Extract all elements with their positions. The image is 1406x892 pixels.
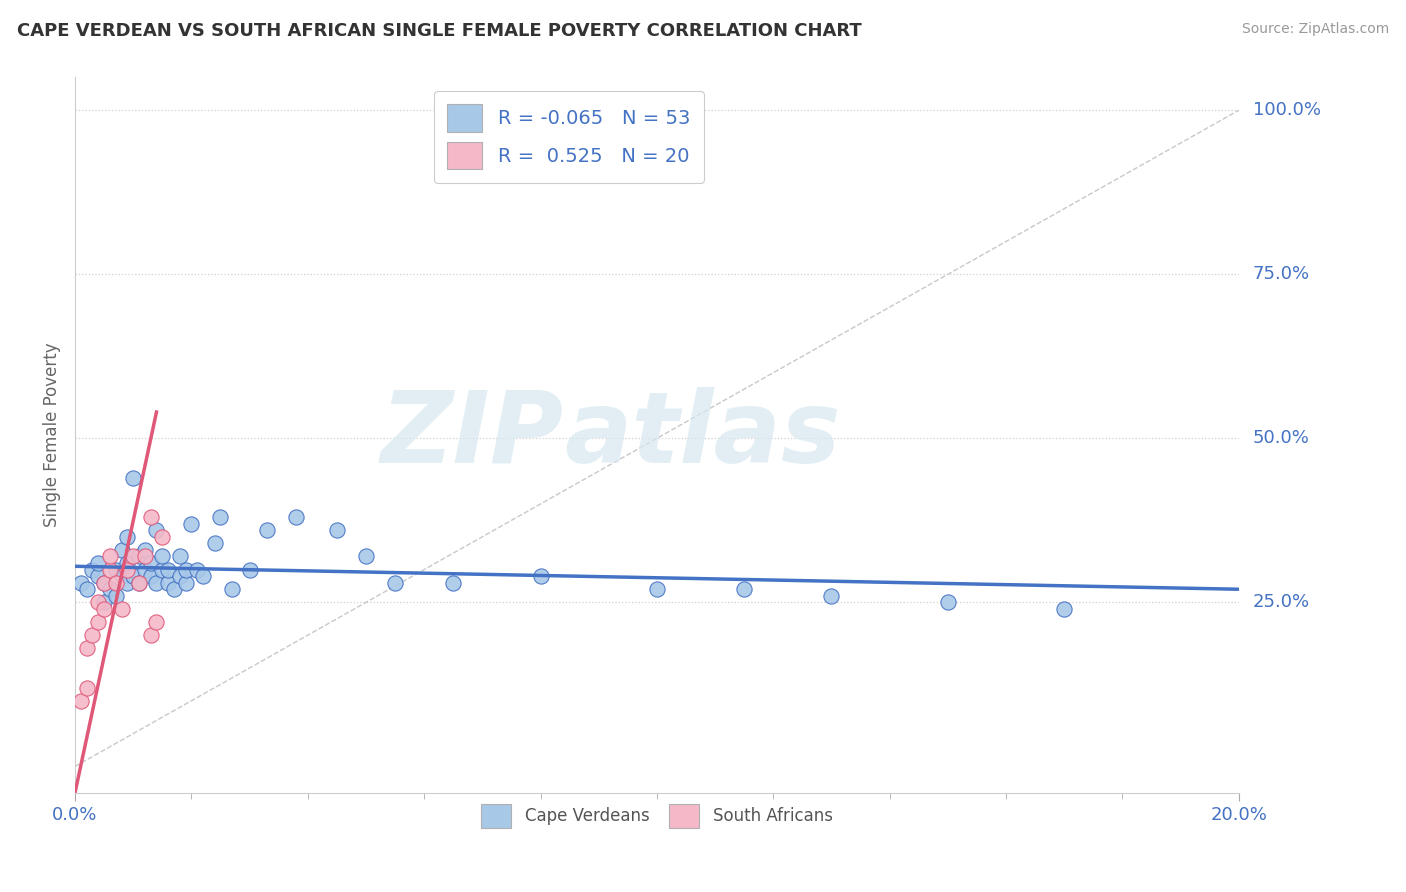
Text: 25.0%: 25.0% xyxy=(1253,593,1310,611)
Text: 75.0%: 75.0% xyxy=(1253,265,1310,284)
Point xyxy=(145,575,167,590)
Y-axis label: Single Female Poverty: Single Female Poverty xyxy=(44,343,60,527)
Point xyxy=(117,575,139,590)
Point xyxy=(87,556,110,570)
Point xyxy=(163,582,186,597)
Point xyxy=(150,563,173,577)
Point xyxy=(150,530,173,544)
Point xyxy=(733,582,755,597)
Point xyxy=(441,575,464,590)
Point xyxy=(93,575,115,590)
Point xyxy=(169,549,191,564)
Point xyxy=(104,575,127,590)
Point xyxy=(174,575,197,590)
Point xyxy=(122,549,145,564)
Point xyxy=(384,575,406,590)
Point xyxy=(145,523,167,537)
Point xyxy=(69,694,91,708)
Text: CAPE VERDEAN VS SOUTH AFRICAN SINGLE FEMALE POVERTY CORRELATION CHART: CAPE VERDEAN VS SOUTH AFRICAN SINGLE FEM… xyxy=(17,22,862,40)
Point xyxy=(134,549,156,564)
Point xyxy=(326,523,349,537)
Point xyxy=(110,569,132,583)
Point xyxy=(134,563,156,577)
Point xyxy=(936,595,959,609)
Point xyxy=(139,510,162,524)
Point xyxy=(93,595,115,609)
Point xyxy=(87,615,110,629)
Point xyxy=(139,569,162,583)
Point xyxy=(157,563,180,577)
Text: 100.0%: 100.0% xyxy=(1253,102,1320,120)
Point xyxy=(82,563,104,577)
Point xyxy=(1053,602,1076,616)
Point xyxy=(98,563,121,577)
Point xyxy=(128,575,150,590)
Point xyxy=(122,569,145,583)
Point xyxy=(134,542,156,557)
Point xyxy=(285,510,308,524)
Point xyxy=(93,575,115,590)
Point xyxy=(98,549,121,564)
Point xyxy=(145,615,167,629)
Point xyxy=(204,536,226,550)
Point xyxy=(169,569,191,583)
Point xyxy=(69,575,91,590)
Point xyxy=(93,602,115,616)
Text: Source: ZipAtlas.com: Source: ZipAtlas.com xyxy=(1241,22,1389,37)
Point xyxy=(122,471,145,485)
Text: ZIP: ZIP xyxy=(381,386,564,483)
Point xyxy=(98,582,121,597)
Point xyxy=(104,589,127,603)
Point xyxy=(180,516,202,531)
Point xyxy=(256,523,278,537)
Point xyxy=(82,628,104,642)
Point xyxy=(87,595,110,609)
Point xyxy=(76,641,98,656)
Text: atlas: atlas xyxy=(564,386,841,483)
Point xyxy=(87,569,110,583)
Point xyxy=(150,549,173,564)
Point xyxy=(239,563,262,577)
Legend: Cape Verdeans, South Africans: Cape Verdeans, South Africans xyxy=(475,797,839,834)
Point xyxy=(117,556,139,570)
Point xyxy=(104,563,127,577)
Point xyxy=(139,628,162,642)
Point xyxy=(529,569,551,583)
Point xyxy=(221,582,243,597)
Text: 50.0%: 50.0% xyxy=(1253,429,1309,447)
Point xyxy=(110,602,132,616)
Point xyxy=(76,681,98,695)
Point xyxy=(76,582,98,597)
Point xyxy=(209,510,232,524)
Point xyxy=(191,569,214,583)
Point xyxy=(645,582,668,597)
Point xyxy=(139,556,162,570)
Point xyxy=(174,563,197,577)
Point xyxy=(110,542,132,557)
Point xyxy=(117,530,139,544)
Point xyxy=(157,575,180,590)
Point xyxy=(186,563,208,577)
Point xyxy=(820,589,842,603)
Point xyxy=(354,549,377,564)
Point xyxy=(117,563,139,577)
Point xyxy=(128,549,150,564)
Point xyxy=(128,575,150,590)
